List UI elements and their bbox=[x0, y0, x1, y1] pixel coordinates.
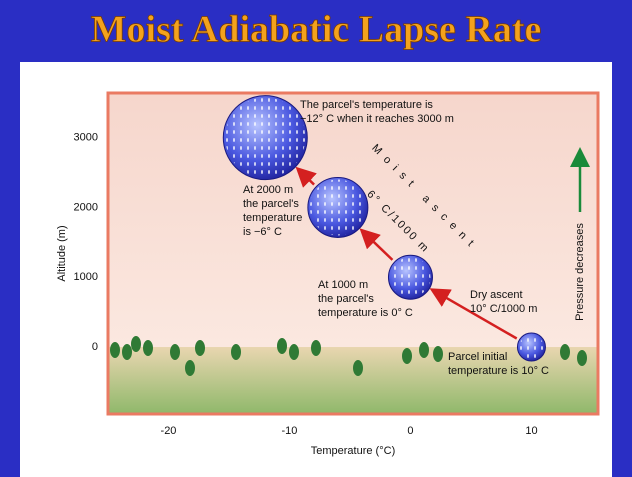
pressure-label: Pressure decreases bbox=[574, 223, 586, 321]
raindrops bbox=[519, 335, 544, 360]
y-tick-label: 3000 bbox=[74, 132, 98, 144]
annotation: the parcel's bbox=[243, 198, 299, 210]
plot-frame bbox=[106, 91, 600, 416]
annotation: temperature bbox=[243, 212, 302, 224]
tree bbox=[110, 342, 120, 358]
tree bbox=[185, 360, 195, 376]
x-tick-label: 0 bbox=[407, 425, 413, 437]
raindrops bbox=[309, 179, 366, 236]
tree bbox=[311, 340, 321, 356]
slide-title: Moist Adiabatic Lapse Rate bbox=[91, 9, 542, 51]
tree bbox=[419, 342, 429, 358]
y-tick-label: 1000 bbox=[74, 271, 98, 283]
tree bbox=[143, 340, 153, 356]
annotation: is −6° C bbox=[243, 226, 282, 238]
tree bbox=[353, 360, 363, 376]
y-tick-label: 2000 bbox=[74, 201, 98, 213]
x-axis-label: Temperature (°C) bbox=[311, 445, 395, 457]
ascent-arrow bbox=[429, 288, 518, 340]
annotation: At 1000 m bbox=[318, 279, 368, 291]
annotation: the parcel's bbox=[318, 293, 374, 305]
tree bbox=[577, 350, 587, 366]
annotation: Parcel initial bbox=[448, 351, 507, 363]
annotation: temperature is 0° C bbox=[318, 307, 413, 319]
plot: 0 1000 2000 3000 -20 -10 0 10 Temperature (°C) Al… bbox=[56, 91, 600, 457]
tree bbox=[170, 344, 180, 360]
ground bbox=[108, 347, 598, 414]
tree bbox=[231, 344, 241, 360]
tree bbox=[402, 348, 412, 364]
raindrops bbox=[390, 257, 431, 298]
y-axis-label: Altitude (m) bbox=[56, 225, 68, 281]
annotation: −12° C when it reaches 3000 m bbox=[300, 113, 454, 125]
annotation: temperature is 10° C bbox=[448, 365, 549, 377]
y-tick-label: 0 bbox=[92, 341, 98, 353]
x-tick-label: -10 bbox=[282, 425, 298, 437]
ascent-arrow bbox=[295, 166, 317, 188]
tree bbox=[122, 344, 132, 360]
x-tick-label: -20 bbox=[161, 425, 177, 437]
tree bbox=[195, 340, 205, 356]
annotation: 10° C/1000 m bbox=[470, 303, 537, 315]
tree bbox=[433, 346, 443, 362]
annotation: The parcel's temperature is bbox=[300, 99, 433, 111]
tree bbox=[277, 338, 287, 354]
ascent-arrow bbox=[359, 228, 394, 261]
annotation: At 2000 m bbox=[243, 184, 293, 196]
tree bbox=[289, 344, 299, 360]
raindrops bbox=[225, 97, 306, 178]
tree bbox=[131, 336, 141, 352]
annotation: Dry ascent bbox=[470, 289, 523, 301]
x-tick-label: 10 bbox=[525, 425, 537, 437]
tree bbox=[560, 344, 570, 360]
